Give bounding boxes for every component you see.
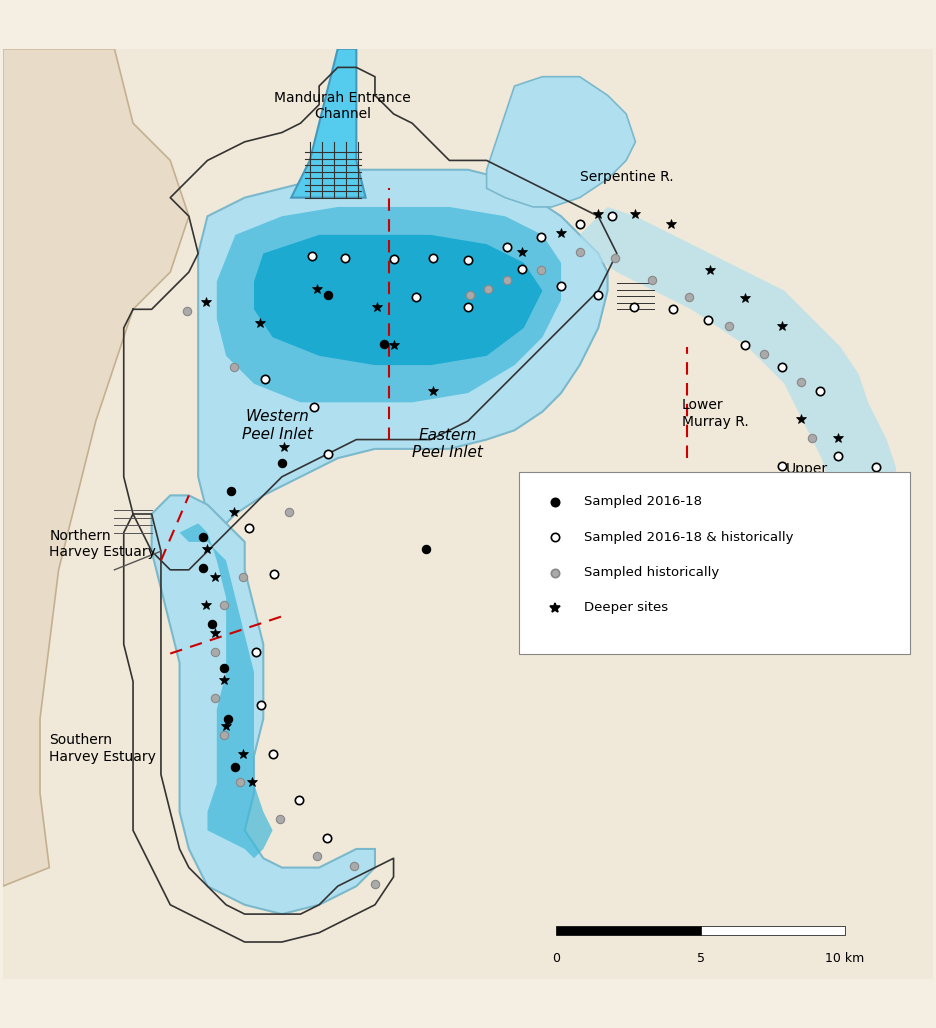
Text: Mandurah Entrance
Channel: Mandurah Entrance Channel	[274, 91, 411, 121]
Text: Western
Peel Inlet: Western Peel Inlet	[241, 409, 313, 442]
Text: Upper
Murray R.: Upper Murray R.	[786, 462, 853, 491]
Polygon shape	[198, 170, 607, 533]
Polygon shape	[3, 48, 189, 886]
Text: Eastern
Peel Inlet: Eastern Peel Inlet	[412, 428, 483, 461]
Bar	[701, 926, 845, 935]
FancyBboxPatch shape	[519, 472, 910, 654]
Text: Serpentine R.: Serpentine R.	[579, 171, 673, 184]
Text: Sampled historically: Sampled historically	[584, 566, 720, 579]
Text: 10 km: 10 km	[826, 952, 865, 965]
Text: Southern
Harvey Estuary: Southern Harvey Estuary	[50, 733, 156, 764]
Polygon shape	[152, 495, 375, 914]
Polygon shape	[3, 48, 933, 980]
Text: Deeper sites: Deeper sites	[584, 601, 668, 615]
Bar	[556, 926, 701, 935]
Text: 5: 5	[696, 952, 705, 965]
Polygon shape	[291, 48, 366, 197]
Polygon shape	[579, 207, 896, 570]
Text: Lower
Murray R.: Lower Murray R.	[682, 399, 749, 429]
Text: Northern
Harvey Estuary: Northern Harvey Estuary	[50, 528, 156, 559]
Polygon shape	[254, 234, 543, 365]
Text: 0: 0	[552, 952, 561, 965]
Text: Sampled 2016-18 & historically: Sampled 2016-18 & historically	[584, 530, 794, 544]
Text: Sampled 2016-18: Sampled 2016-18	[584, 495, 702, 509]
Polygon shape	[180, 523, 272, 858]
Polygon shape	[217, 207, 561, 402]
Polygon shape	[487, 77, 636, 207]
